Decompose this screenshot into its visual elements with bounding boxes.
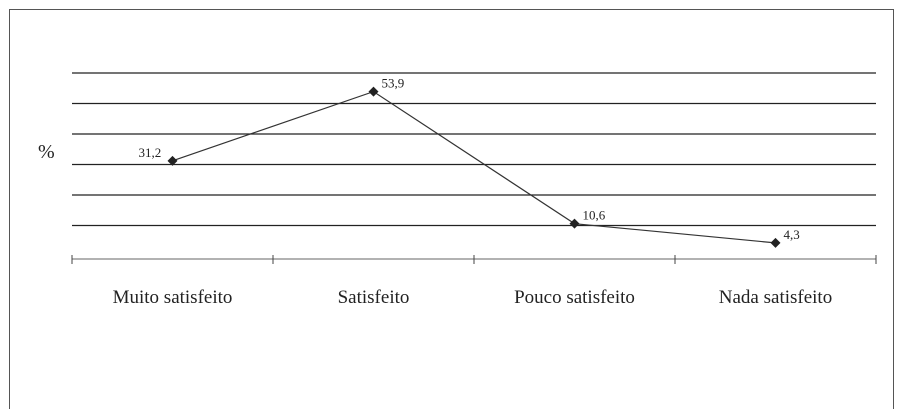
data-label: 4,3 (784, 227, 800, 242)
data-label: 53,9 (382, 76, 405, 91)
x-axis: Muito satisfeito Satisfeito Pouco satisfei… (71, 255, 877, 308)
data-point-marker (167, 155, 178, 166)
series-line (172, 90, 776, 244)
data-point-marker (368, 86, 379, 97)
gridlines (72, 72, 876, 227)
category-label: Nada satisfeito (719, 287, 832, 308)
y-axis-label: % (38, 141, 55, 163)
data-label: 31,2 (139, 145, 162, 160)
data-point-marker (569, 218, 580, 229)
series-line-group: 31,2 53,9 10,6 4,3 (139, 76, 800, 248)
category-label: Pouco satisfeito (514, 287, 635, 308)
data-point-marker (770, 237, 781, 248)
data-label: 10,6 (583, 208, 606, 223)
category-label: Satisfeito (338, 287, 410, 308)
category-label: Muito satisfeito (113, 287, 233, 308)
chart-frame (9, 9, 894, 409)
